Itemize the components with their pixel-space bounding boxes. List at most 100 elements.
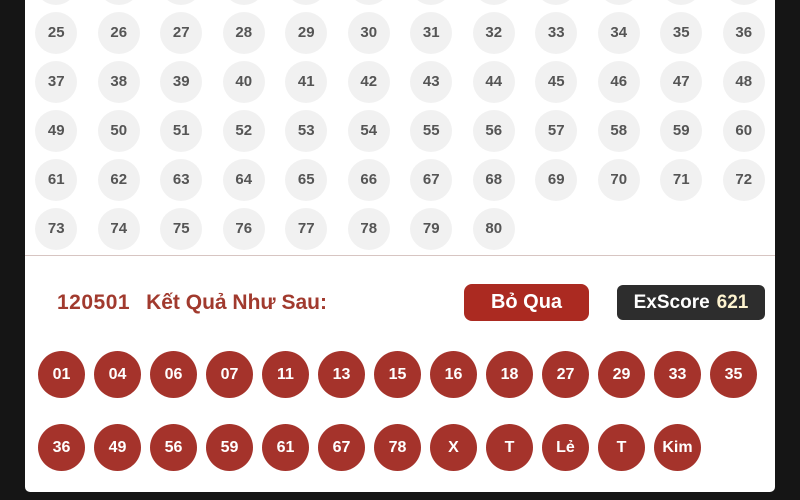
grid-number[interactable]: 52: [222, 109, 265, 152]
winning-number: 56: [150, 424, 197, 471]
grid-number[interactable]: 28: [222, 11, 265, 54]
grid-number[interactable]: [35, 0, 78, 5]
grid-number[interactable]: 38: [97, 60, 140, 103]
grid-number[interactable]: 61: [35, 158, 78, 201]
exscore-label: ExScore: [633, 291, 710, 313]
winning-number: X: [430, 424, 477, 471]
grid-number[interactable]: 64: [222, 158, 265, 201]
grid-number[interactable]: 25: [35, 11, 78, 54]
winning-number: Lẻ: [542, 424, 589, 471]
grid-number[interactable]: 49: [35, 109, 78, 152]
divider: [25, 255, 775, 256]
grid-number[interactable]: 37: [35, 60, 78, 103]
winning-number: Kim: [654, 424, 701, 471]
winning-number: 13: [318, 351, 365, 398]
winning-number: 15: [374, 351, 421, 398]
grid-row: 37 38 39 40 41 42 43 44 45 46 47 48: [25, 57, 775, 106]
grid-number[interactable]: 59: [660, 109, 703, 152]
results-header: 120501 Kết Quả Như Sau: Bỏ Qua ExScore 6…: [57, 284, 765, 321]
grid-number[interactable]: 53: [285, 109, 328, 152]
grid-number[interactable]: 50: [97, 109, 140, 152]
grid-number[interactable]: 62: [97, 158, 140, 201]
grid-number[interactable]: 56: [472, 109, 515, 152]
winning-number: 11: [262, 351, 309, 398]
content-panel: 25 26 27 28 29 30 31 32 33 34 35 36 37 38 39 40 41 42 43 4…: [25, 0, 775, 492]
winning-number: 59: [206, 424, 253, 471]
winning-number: 07: [206, 351, 253, 398]
grid-number[interactable]: 65: [285, 158, 328, 201]
grid-number[interactable]: 68: [472, 158, 515, 201]
grid-number[interactable]: 76: [222, 207, 265, 250]
winning-number: 36: [38, 424, 85, 471]
grid-number[interactable]: [285, 0, 328, 5]
grid-number[interactable]: 66: [347, 158, 390, 201]
grid-number[interactable]: 34: [597, 11, 640, 54]
grid-number[interactable]: [160, 0, 203, 5]
grid-number[interactable]: 78: [347, 207, 390, 250]
grid-number[interactable]: [597, 0, 640, 5]
winning-number: T: [598, 424, 645, 471]
exscore-value: 621: [716, 291, 749, 313]
grid-number[interactable]: 43: [410, 60, 453, 103]
grid-row: 49 50 51 52 53 54 55 56 57 58 59 60: [25, 106, 775, 155]
grid-number[interactable]: 44: [472, 60, 515, 103]
grid-number[interactable]: 41: [285, 60, 328, 103]
grid-number[interactable]: 32: [472, 11, 515, 54]
grid-number[interactable]: 80: [472, 207, 515, 250]
grid-number[interactable]: 48: [722, 60, 765, 103]
grid-number[interactable]: 29: [285, 11, 328, 54]
winning-number: 04: [94, 351, 141, 398]
grid-number[interactable]: [410, 0, 453, 5]
grid-number[interactable]: 45: [535, 60, 578, 103]
grid-number[interactable]: 79: [410, 207, 453, 250]
grid-number[interactable]: 57: [535, 109, 578, 152]
grid-number[interactable]: 74: [97, 207, 140, 250]
grid-number[interactable]: 39: [160, 60, 203, 103]
grid-number[interactable]: 51: [160, 109, 203, 152]
winning-number: 78: [374, 424, 421, 471]
grid-number[interactable]: 30: [347, 11, 390, 54]
grid-number[interactable]: [535, 0, 578, 5]
winning-number: 06: [150, 351, 197, 398]
grid-number[interactable]: 46: [597, 60, 640, 103]
grid-number[interactable]: 60: [722, 109, 765, 152]
grid-number[interactable]: 27: [160, 11, 203, 54]
grid-number[interactable]: 55: [410, 109, 453, 152]
winning-number: 16: [430, 351, 477, 398]
grid-number[interactable]: 54: [347, 109, 390, 152]
grid-number[interactable]: [97, 0, 140, 5]
grid-number[interactable]: 69: [535, 158, 578, 201]
grid-number[interactable]: 58: [597, 109, 640, 152]
grid-number[interactable]: 36: [722, 11, 765, 54]
grid-number[interactable]: 71: [660, 158, 703, 201]
grid-number[interactable]: 40: [222, 60, 265, 103]
grid-number[interactable]: 31: [410, 11, 453, 54]
grid-number[interactable]: [222, 0, 265, 5]
grid-number[interactable]: [660, 0, 703, 5]
grid-number[interactable]: 75: [160, 207, 203, 250]
grid-number[interactable]: 73: [35, 207, 78, 250]
winning-number: 27: [542, 351, 589, 398]
grid-number[interactable]: 33: [535, 11, 578, 54]
winning-numbers-row-1: 01 04 06 07 11 13 15 16 18 27 29 33 35: [25, 351, 775, 398]
results-heading: Kết Quả Như Sau:: [146, 290, 327, 314]
skip-button[interactable]: Bỏ Qua: [464, 284, 589, 321]
exscore-badge[interactable]: ExScore 621: [617, 285, 765, 320]
grid-number[interactable]: 42: [347, 60, 390, 103]
grid-number[interactable]: 72: [722, 158, 765, 201]
winning-number: 29: [598, 351, 645, 398]
keno-number-board: 25 26 27 28 29 30 31 32 33 34 35 36 37 38 39 40 41 42 43 4…: [25, 0, 775, 253]
grid-number[interactable]: 77: [285, 207, 328, 250]
grid-number[interactable]: [347, 0, 390, 5]
winning-number: T: [486, 424, 533, 471]
grid-number[interactable]: 26: [97, 11, 140, 54]
grid-number[interactable]: 47: [660, 60, 703, 103]
grid-number[interactable]: 67: [410, 158, 453, 201]
grid-number[interactable]: [722, 0, 765, 5]
grid-number[interactable]: [472, 0, 515, 5]
grid-number[interactable]: 35: [660, 11, 703, 54]
winning-number: 01: [38, 351, 85, 398]
grid-number[interactable]: 70: [597, 158, 640, 201]
winning-number: 61: [262, 424, 309, 471]
grid-number[interactable]: 63: [160, 158, 203, 201]
